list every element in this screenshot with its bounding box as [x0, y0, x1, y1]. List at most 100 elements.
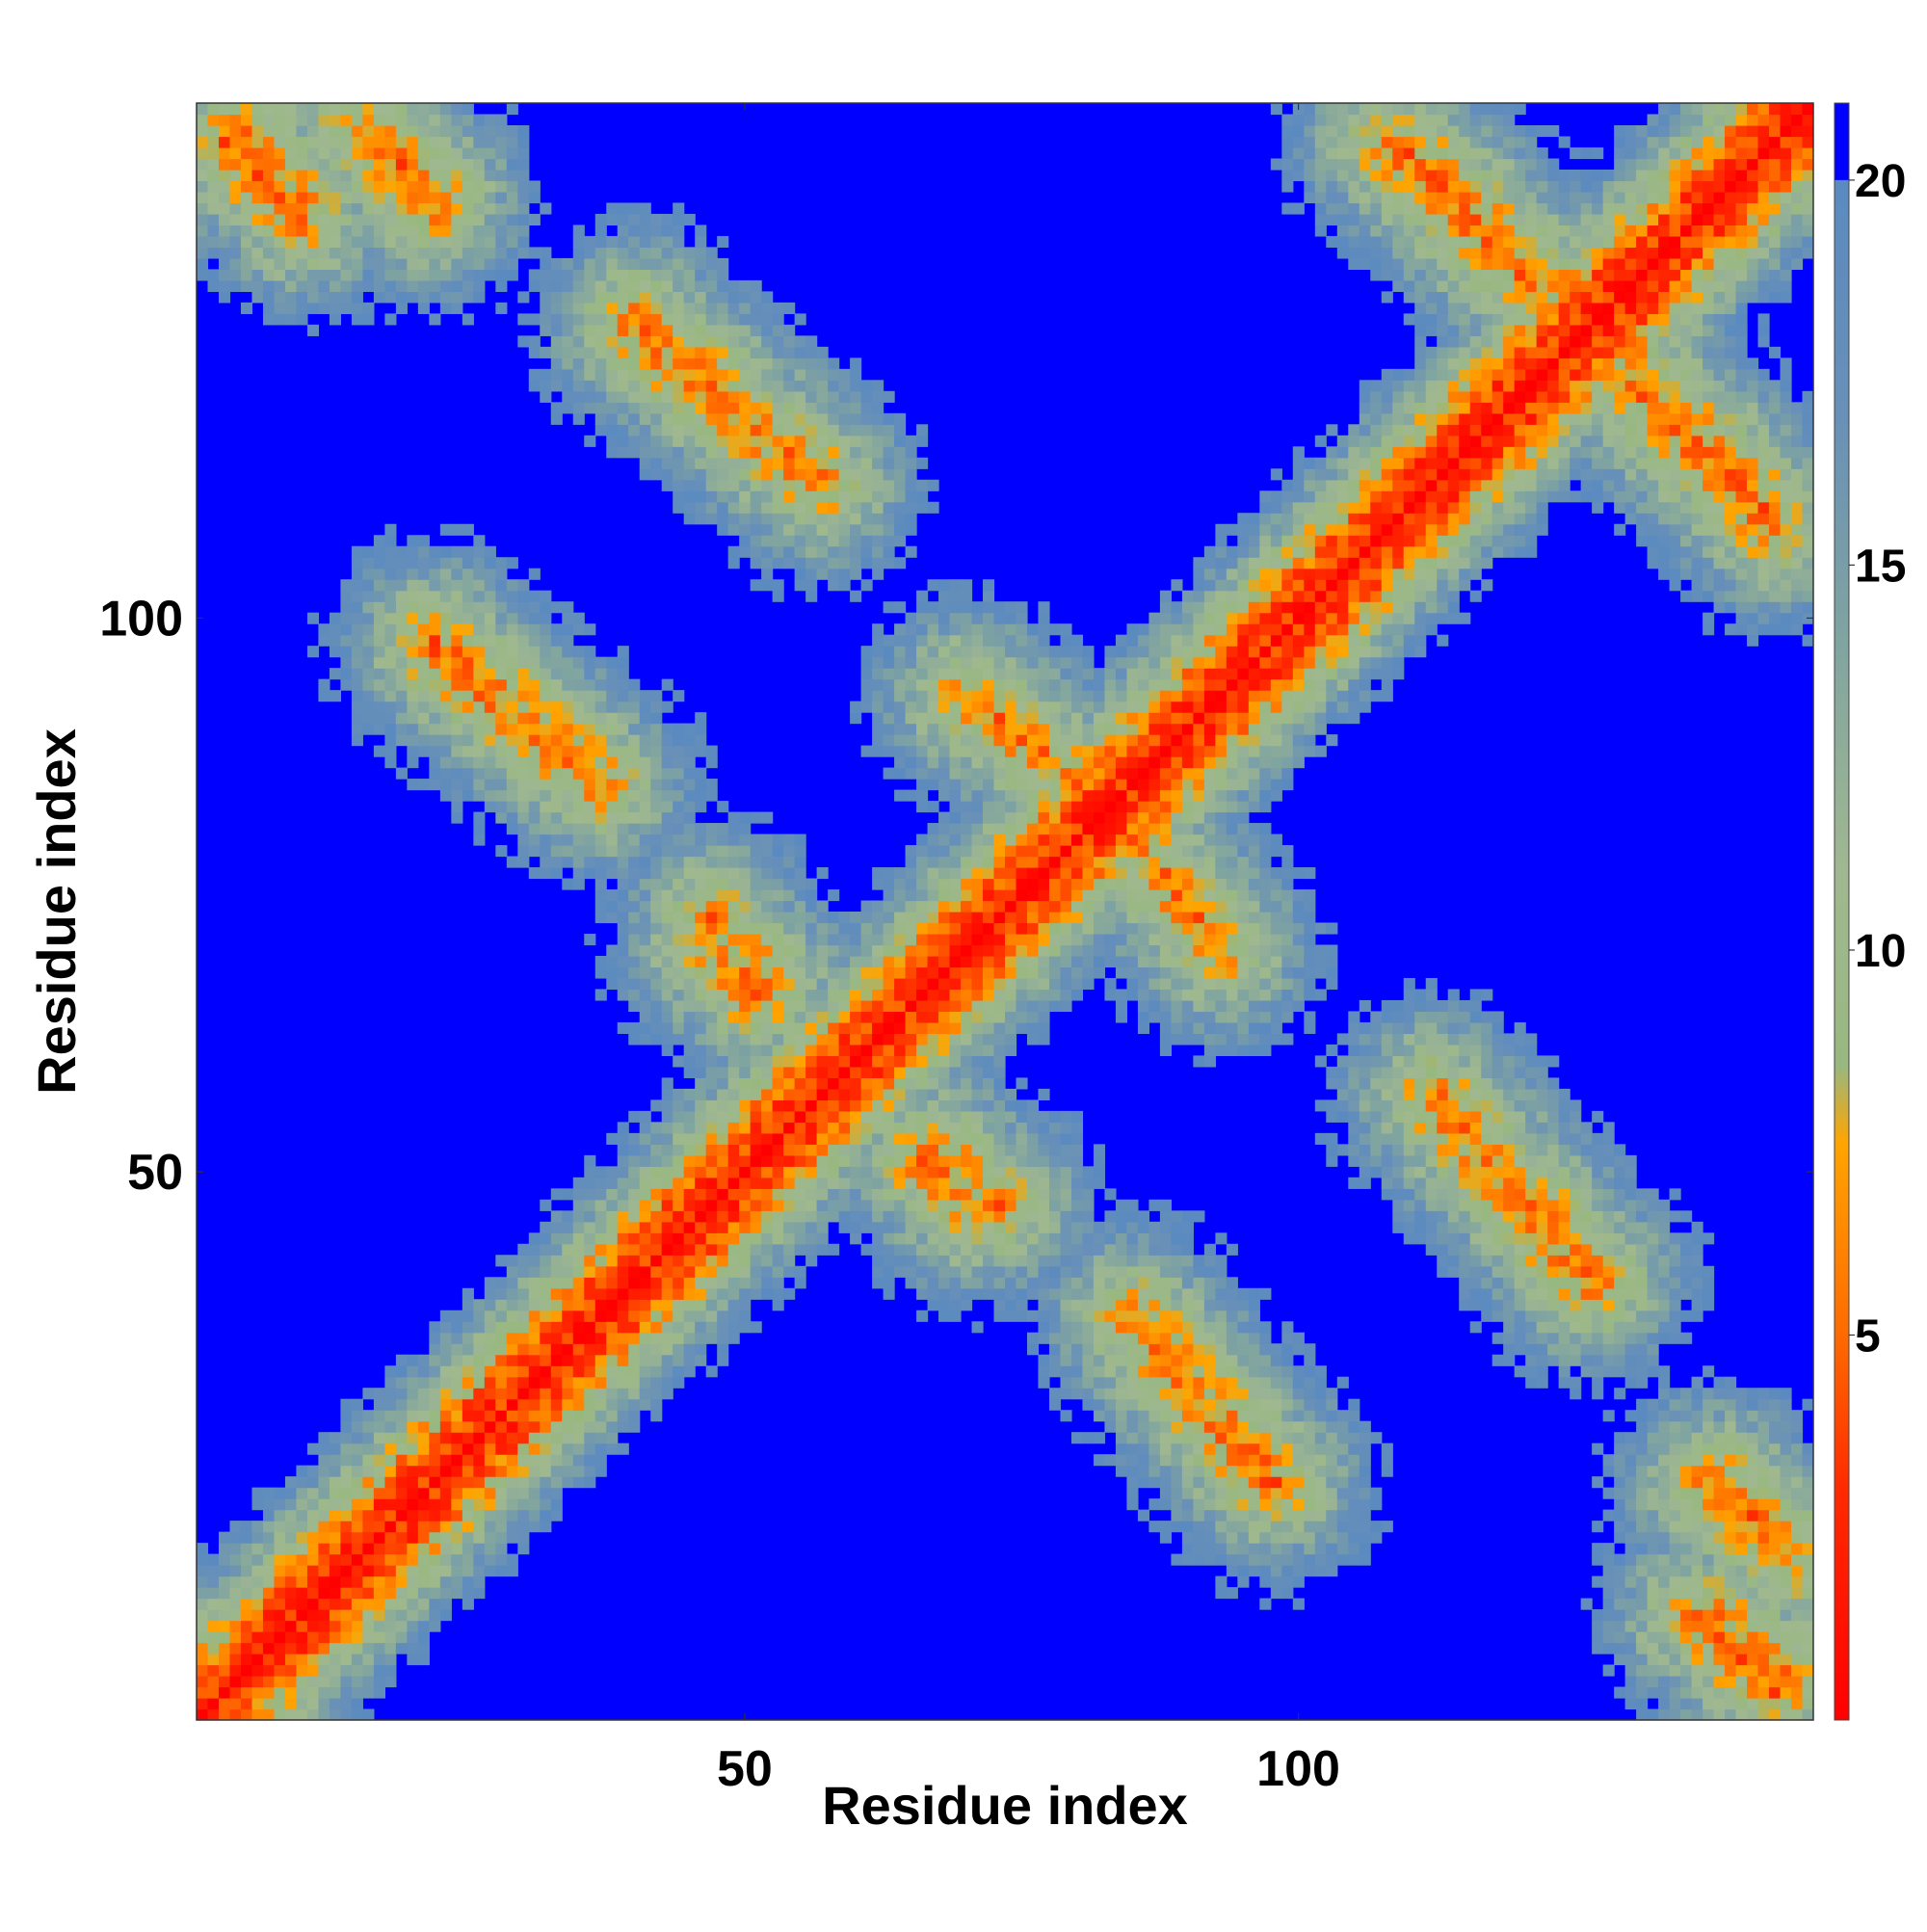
heatmap-cell [384, 712, 397, 725]
heatmap-cell [683, 779, 696, 791]
heatmap-cell [528, 646, 541, 658]
heatmap-cell [506, 180, 518, 193]
heatmap-cell [894, 1255, 907, 1267]
heatmap-cell [650, 279, 663, 292]
heatmap-cell [484, 191, 496, 204]
heatmap-cell [429, 235, 441, 249]
heatmap-cell [683, 468, 696, 481]
heatmap-cell [683, 490, 696, 503]
heatmap-cell [373, 723, 385, 735]
heatmap-cell [805, 346, 818, 358]
heatmap-cell [439, 1465, 452, 1477]
heatmap-cell [983, 1287, 995, 1300]
heatmap-cell [617, 1154, 629, 1167]
heatmap-cell [761, 1265, 774, 1278]
heatmap-cell [794, 977, 806, 991]
heatmap-cell [805, 1199, 818, 1211]
heatmap-cell [1026, 734, 1040, 747]
heatmap-cell [761, 1287, 774, 1300]
heatmap-cell [373, 678, 385, 691]
heatmap-cell [1005, 834, 1017, 846]
heatmap-cell [417, 213, 430, 226]
heatmap-cell [850, 966, 862, 979]
heatmap-cell [783, 944, 796, 957]
heatmap-cell [451, 247, 463, 259]
heatmap-cell [384, 623, 397, 636]
heatmap-cell [407, 678, 419, 691]
heatmap-cell [916, 966, 929, 979]
heatmap-cell [816, 1154, 829, 1167]
heatmap-cell [229, 1654, 242, 1666]
heatmap-cell [628, 944, 641, 957]
heatmap-cell [351, 1442, 363, 1455]
heatmap-cell [1038, 1243, 1050, 1256]
heatmap-cell [451, 225, 463, 237]
heatmap-cell [550, 734, 563, 747]
heatmap-cell [783, 1099, 796, 1112]
heatmap-cell [584, 723, 596, 735]
heatmap-cell [916, 1221, 929, 1233]
heatmap-cell [949, 1033, 962, 1045]
heatmap-cell [362, 191, 375, 204]
heatmap-cell [905, 1188, 917, 1201]
heatmap-cell [484, 646, 496, 658]
heatmap-cell [1048, 623, 1062, 636]
heatmap-cell [473, 1365, 486, 1378]
heatmap-cell [794, 402, 806, 414]
heatmap-cell [306, 158, 320, 171]
heatmap-cell [517, 801, 530, 813]
heatmap-cell [362, 146, 375, 160]
heatmap-cell [938, 1132, 951, 1145]
heatmap-cell [495, 158, 508, 171]
heatmap-cell [407, 1609, 419, 1622]
heatmap-cell [540, 1487, 552, 1499]
heatmap-cell [572, 1476, 585, 1489]
heatmap-cell [727, 944, 740, 957]
heatmap-cell [1005, 955, 1017, 968]
heatmap-cell [639, 701, 651, 713]
heatmap-cell [805, 557, 818, 569]
heatmap-cell [617, 1021, 629, 1035]
heatmap-cell [961, 1122, 973, 1134]
heatmap-cell [606, 257, 619, 270]
heatmap-cell [562, 811, 574, 824]
heatmap-cell [883, 1099, 895, 1112]
heatmap-cell [473, 1310, 486, 1322]
heatmap-cell [883, 523, 895, 536]
heatmap-cell [329, 191, 342, 204]
heatmap-cell [240, 1686, 253, 1699]
heatmap-cell [562, 402, 574, 414]
heatmap-cell [296, 279, 308, 292]
heatmap-cell [938, 1199, 951, 1211]
heatmap-cell [783, 889, 796, 902]
heatmap-cell [462, 1521, 474, 1533]
heatmap-cell [916, 1077, 929, 1090]
heatmap-cell [717, 834, 729, 846]
heatmap-cell [705, 346, 718, 358]
heatmap-cell [340, 1708, 353, 1720]
heatmap-cell [705, 368, 718, 381]
heatmap-cell [207, 169, 220, 182]
heatmap-cell [816, 490, 829, 503]
heatmap-cell [949, 955, 962, 968]
heatmap-cell [462, 313, 474, 326]
heatmap-cell [439, 1388, 452, 1400]
heatmap-cell [506, 1354, 518, 1366]
heatmap-cell [894, 678, 907, 691]
heatmap-cell [883, 501, 895, 514]
heatmap-cell [229, 1642, 242, 1654]
heatmap-cell [1026, 1188, 1040, 1201]
heatmap-cell [938, 601, 951, 614]
heatmap-cell [1038, 634, 1050, 647]
heatmap-cell [439, 712, 452, 725]
heatmap-cell [484, 1388, 496, 1400]
heatmap-cell [373, 1410, 385, 1422]
heatmap-cell [850, 912, 862, 924]
heatmap-cell [772, 856, 784, 868]
heatmap-cell [683, 811, 696, 824]
heatmap-cell [860, 900, 873, 913]
heatmap-cell [594, 1365, 607, 1378]
heatmap-cell [318, 169, 330, 182]
heatmap-cell [727, 1310, 740, 1322]
heatmap-cell [916, 668, 929, 680]
